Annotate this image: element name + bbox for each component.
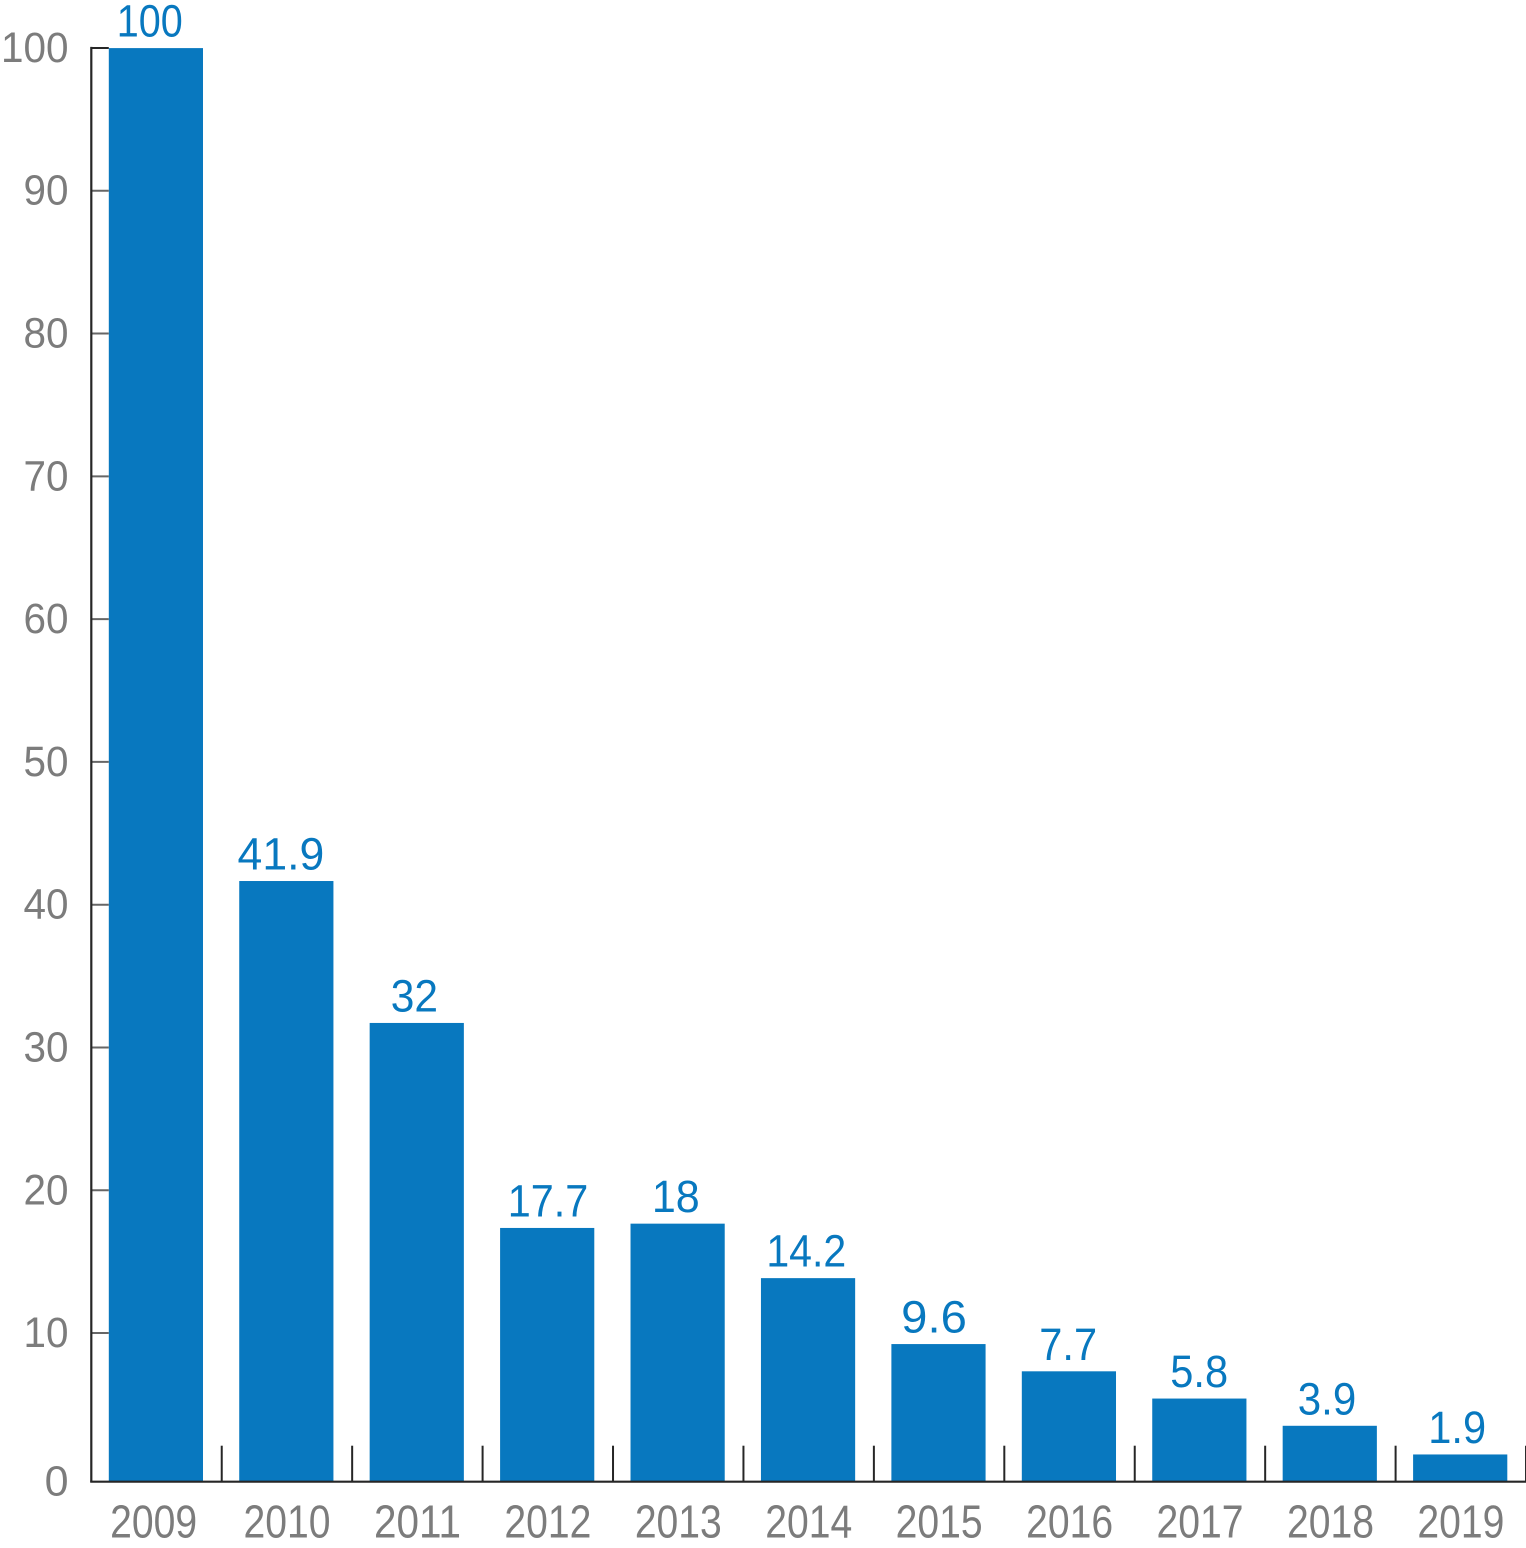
svg-text:70: 70 bbox=[24, 452, 69, 500]
svg-text:2013: 2013 bbox=[635, 1496, 722, 1548]
svg-text:7.7: 7.7 bbox=[1039, 1319, 1097, 1370]
svg-text:60: 60 bbox=[24, 595, 69, 643]
svg-text:2014: 2014 bbox=[765, 1496, 852, 1548]
svg-text:90: 90 bbox=[24, 167, 69, 215]
svg-text:2010: 2010 bbox=[244, 1496, 331, 1548]
svg-text:9.6: 9.6 bbox=[901, 1292, 967, 1343]
svg-text:3.9: 3.9 bbox=[1298, 1373, 1357, 1424]
svg-text:41.9: 41.9 bbox=[238, 829, 325, 880]
svg-text:2015: 2015 bbox=[896, 1496, 983, 1548]
svg-text:2016: 2016 bbox=[1026, 1496, 1113, 1548]
svg-text:5.8: 5.8 bbox=[1170, 1346, 1228, 1397]
svg-text:2009: 2009 bbox=[110, 1496, 197, 1548]
svg-text:2017: 2017 bbox=[1157, 1496, 1244, 1548]
svg-text:2012: 2012 bbox=[504, 1496, 591, 1548]
svg-text:2019: 2019 bbox=[1417, 1496, 1504, 1548]
svg-text:2011: 2011 bbox=[374, 1496, 461, 1548]
svg-text:0: 0 bbox=[45, 1458, 69, 1506]
svg-text:100: 100 bbox=[117, 0, 183, 47]
svg-text:30: 30 bbox=[24, 1023, 69, 1071]
svg-text:18: 18 bbox=[652, 1171, 700, 1222]
svg-text:50: 50 bbox=[24, 738, 69, 786]
svg-text:40: 40 bbox=[24, 881, 69, 929]
svg-text:80: 80 bbox=[24, 310, 69, 358]
svg-text:10: 10 bbox=[24, 1309, 69, 1357]
svg-text:2018: 2018 bbox=[1287, 1496, 1374, 1548]
svg-text:17.7: 17.7 bbox=[508, 1175, 589, 1226]
svg-text:1.9: 1.9 bbox=[1428, 1402, 1486, 1453]
svg-text:32: 32 bbox=[391, 970, 438, 1021]
svg-text:20: 20 bbox=[24, 1166, 69, 1214]
svg-text:14.2: 14.2 bbox=[766, 1226, 846, 1277]
svg-text:100: 100 bbox=[1, 24, 69, 72]
